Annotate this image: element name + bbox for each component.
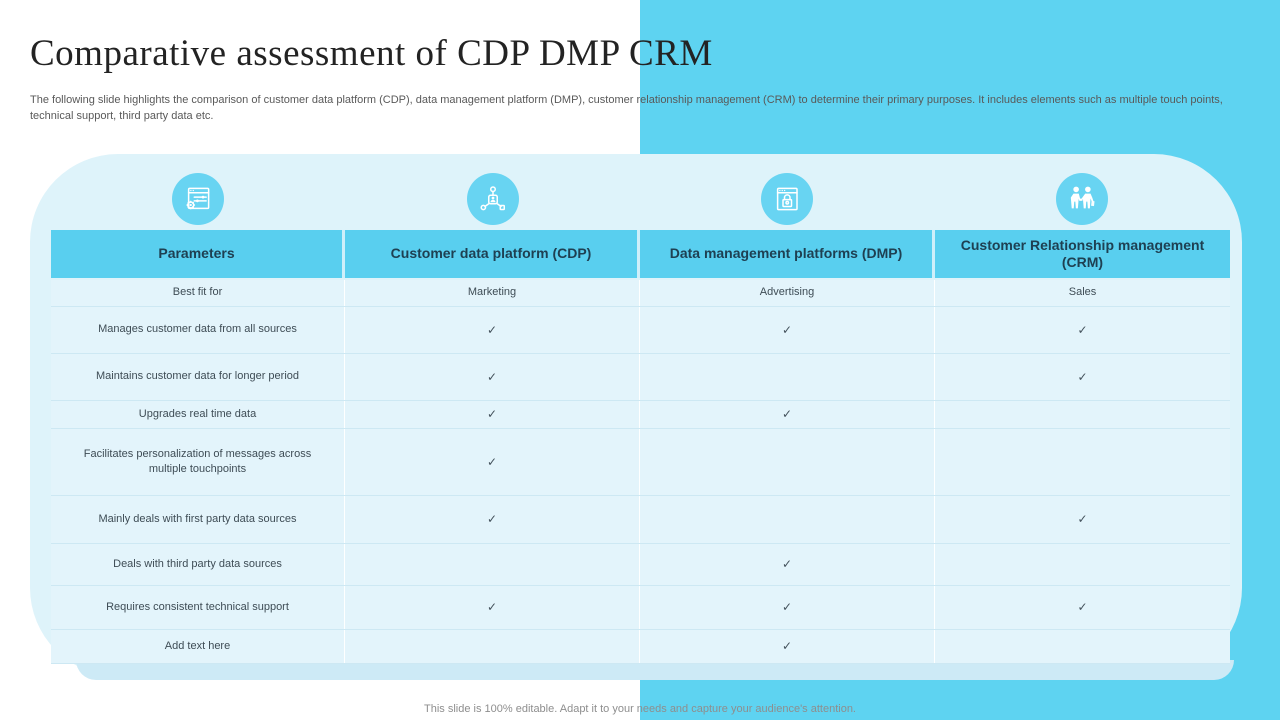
parameter-label: Facilitates personalization of messages … — [51, 429, 345, 495]
empty-cell — [935, 429, 1230, 495]
value-text: Advertising — [640, 280, 935, 306]
table-row: Requires consistent technical support ✓ ✓ ✓ — [51, 586, 1230, 630]
check-mark: ✓ — [1077, 369, 1088, 384]
check-mark: ✓ — [345, 354, 640, 400]
column-header-cdp: Customer data platform (CDP) — [345, 230, 640, 278]
check-mark: ✓ — [640, 630, 935, 663]
footer-note: This slide is 100% editable. Adapt it to… — [424, 703, 856, 715]
empty-cell — [345, 544, 640, 585]
table-row: Deals with third party data sources ✓ — [51, 544, 1230, 586]
parameter-label: Deals with third party data sources — [51, 544, 345, 585]
table-row: Upgrades real time data ✓ ✓ — [51, 401, 1230, 429]
empty-cell — [935, 544, 1230, 585]
parameter-label: Manages customer data from all sources — [51, 307, 345, 353]
table-header-row: Parameters Customer data platform (CDP) … — [51, 230, 1230, 278]
column-header-dmp: Data management platforms (DMP) — [640, 230, 935, 278]
table-row: Facilitates personalization of messages … — [51, 429, 1230, 496]
table-row: Manages customer data from all sources ✓ ✓… — [51, 307, 1230, 354]
data-network-icon — [467, 173, 519, 225]
check-mark: ✓ — [345, 307, 640, 353]
empty-cell — [640, 429, 935, 495]
content-card: Parameters Customer data platform (CDP) … — [30, 154, 1242, 680]
parameter-label: Upgrades real time data — [51, 401, 345, 428]
parameter-label: Requires consistent technical support — [51, 586, 345, 629]
check-mark: ✓ — [1077, 512, 1088, 527]
table-row: Maintains customer data for longer perio… — [51, 354, 1230, 401]
column-header-crm: Customer Relationship management (CRM) — [935, 230, 1230, 278]
value-text: Marketing — [345, 280, 640, 306]
partnership-icon — [1056, 173, 1108, 225]
check-mark: ✓ — [640, 544, 935, 585]
column-header-parameters: Parameters — [51, 230, 345, 278]
empty-cell — [640, 496, 935, 543]
comparison-table: Parameters Customer data platform (CDP) … — [51, 230, 1230, 664]
parameter-label: Mainly deals with first party data sourc… — [51, 496, 345, 543]
check-mark: ✓ — [1077, 600, 1088, 615]
settings-panel-icon — [172, 173, 224, 225]
table-row: Best fit for Marketing Advertising Sales — [51, 280, 1230, 307]
parameter-label: Add text here — [51, 630, 345, 663]
slide-subtitle: The following slide highlights the compa… — [30, 94, 1223, 122]
empty-cell — [640, 354, 935, 400]
value-text: Sales — [1068, 286, 1097, 299]
check-mark: ✓ — [1077, 322, 1088, 337]
comparison-table-body: Best fit for Marketing Advertising Sales Man… — [51, 280, 1230, 664]
table-row: Mainly deals with first party data sourc… — [51, 496, 1230, 544]
check-mark: ✓ — [345, 496, 640, 543]
empty-cell — [935, 401, 1230, 428]
empty-cell — [935, 630, 1230, 663]
empty-cell — [345, 630, 640, 663]
parameter-label: Maintains customer data for longer perio… — [51, 354, 345, 400]
check-mark: ✓ — [345, 401, 640, 428]
slide-title: Comparative assessment of CDP DMP CRM — [30, 33, 713, 74]
table-row: Add text here ✓ — [51, 630, 1230, 664]
secure-window-icon — [761, 173, 813, 225]
check-mark: ✓ — [345, 429, 640, 495]
parameter-label: Best fit for — [51, 280, 345, 306]
check-mark: ✓ — [640, 401, 935, 428]
check-mark: ✓ — [640, 586, 935, 629]
check-mark: ✓ — [640, 307, 935, 353]
check-mark: ✓ — [345, 586, 640, 629]
